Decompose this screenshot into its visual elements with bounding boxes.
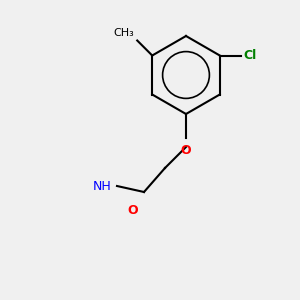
Text: Cl: Cl: [244, 49, 257, 62]
Text: O: O: [181, 144, 191, 157]
Text: NH: NH: [92, 179, 111, 193]
Text: CH₃: CH₃: [113, 28, 134, 38]
Text: O: O: [128, 204, 138, 217]
